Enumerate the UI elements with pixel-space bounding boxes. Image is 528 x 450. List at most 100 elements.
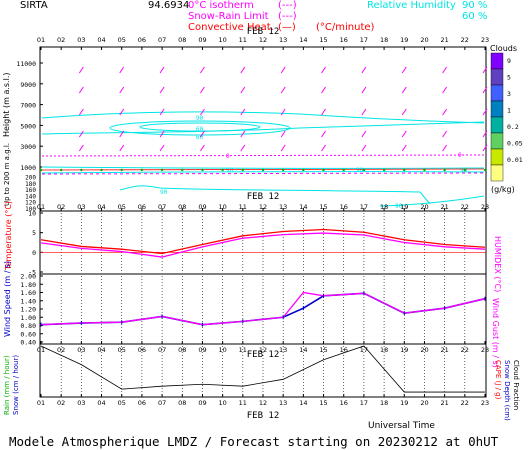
wind-barb [280,108,286,116]
y-tick-label: 2.00 [20,273,36,281]
height-tick-label: 180 [25,181,36,188]
wind-barb [240,108,246,116]
x-tick-label: 03 [77,399,85,407]
height-tick-label: 3000 [20,143,36,151]
date-label: FEB 12 [247,192,280,202]
wind-barb [240,144,246,152]
x-tick-label: 02 [57,399,65,407]
temperature-ylabel: Temperature (°C) [4,201,13,271]
x-tick-label: 10 [218,36,226,44]
surface-dot [100,168,103,172]
surface-dot [403,168,406,172]
wind-barb [119,66,125,74]
surface-dot [261,168,265,172]
wind-barb [280,130,286,138]
wind-barb [78,144,84,152]
x-tick-label: 15 [319,203,327,211]
wind-barb [240,86,246,94]
humidex-ylabel: HUMIDEX (°C) [493,236,502,292]
x-tick-label: 23 [481,346,489,354]
wind-barb [361,108,367,116]
isotherm-legend-symbol: (---) [278,0,297,11]
y-tick-label: 0 [32,249,36,257]
x-tick-label: 05 [118,36,126,44]
wind-gust-ylabel: Wind Gust (m / s) [491,298,500,368]
cloud-legend-level: 3 [507,90,511,98]
cloud-legend-swatch [490,68,504,86]
height-tick-label: 200 [25,175,36,182]
wind-barb [200,144,205,152]
x-tick-label: 06 [138,346,146,354]
wind-barb [442,86,448,94]
surface-dot [80,168,83,172]
x-tick-label: 07 [158,346,166,354]
wind-barb [119,86,125,94]
x-tick-label: 21 [440,346,448,354]
x-tick-label: 12 [259,36,267,44]
wind-barb [78,86,84,94]
wind-barb [119,144,125,152]
wind-barb [240,66,246,74]
x-tick-label: 17 [360,203,368,211]
x-tick-label: 20 [420,346,428,354]
height-tick-label: 5000 [20,122,36,130]
x-tick-label: 12 [259,399,267,407]
wind-barb [361,144,367,152]
x-tick-label: 14 [299,346,307,354]
x-tick-label: 13 [279,203,287,211]
x-tick-label: 09 [198,203,206,211]
rh-contour-label: 90 [356,167,364,174]
wind-barb [159,86,165,94]
x-tick-label: 05 [118,346,126,354]
x-tick-label: 12 [259,346,267,354]
wind-barb [240,130,246,138]
x-tick-label: 02 [57,346,65,354]
x-tick-label: 08 [178,36,186,44]
wind-barb [361,130,367,138]
x-tick-label: 19 [400,346,408,354]
surface-dot [201,168,204,172]
height-tick-label: 160 [25,187,36,194]
snow-ylabel: Snow (cm / hour) [12,355,20,415]
x-tick-label: 21 [440,399,448,407]
x-tick-label: 18 [380,203,388,211]
wind-barb [442,66,448,74]
x-tick-label: 20 [420,203,428,211]
x-tick-label: 11 [239,203,247,211]
wind-barb [482,144,488,152]
cloud-legend-level: 0.01 [507,156,523,164]
x-tick-label: 19 [400,399,408,407]
wind-barb [119,130,125,138]
rh-contour-label: 90 [226,167,234,174]
y-tick-label: 0.40 [20,339,36,347]
x-tick-label: 20 [420,36,428,44]
x-tick-label: 07 [158,203,166,211]
wind-barb [159,66,165,74]
convective-legend-symbol: (—) [278,22,296,33]
x-tick-label: 06 [138,203,146,211]
wind-ylabel: Wind Speed (m / s) [3,261,12,337]
x-tick-label: 09 [198,346,206,354]
height-tick-label: 9000 [20,81,36,89]
wind-barb [401,144,407,152]
x-tick-label: 22 [461,346,469,354]
x-tick-label: 09 [198,399,206,407]
x-tick-label: 05 [118,203,126,211]
series-line [40,232,486,258]
wind-barb [361,66,367,74]
height-tick-label: 100 [25,206,36,213]
clouds-legend-unit: (g/kg) [491,185,515,194]
snow-limit-legend: Snow-Rain Limit [188,11,269,22]
x-tick-label: 02 [57,36,65,44]
wind-barb [361,86,367,94]
cloud-legend-level: 5 [507,74,511,82]
x-tick-label: 11 [239,399,247,407]
wind-barb [401,108,407,116]
x-tick-label: 22 [461,36,469,44]
wind-barb [482,86,488,94]
x-tick-label: 19 [400,36,408,44]
wind-barb [119,108,125,116]
x-tick-label: 17 [360,346,368,354]
x-tick-label: 15 [319,346,327,354]
